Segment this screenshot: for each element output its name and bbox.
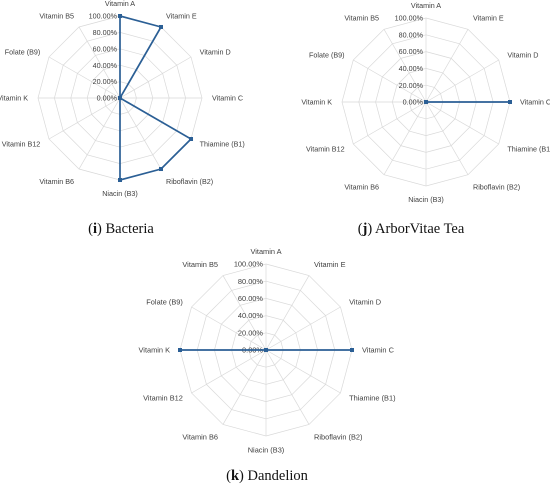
grid-spoke — [265, 349, 341, 394]
category-label-vitamin-e: Vitamin E — [473, 14, 504, 23]
category-label-vitamin-b12: Vitamin B12 — [143, 394, 183, 403]
category-label-thiamine-b1: Thiamine (B1) — [349, 394, 395, 403]
series-line — [118, 14, 193, 182]
category-label-vitamin-b6: Vitamin B6 — [39, 177, 74, 186]
grid-spoke — [48, 56, 121, 99]
grid-spoke — [48, 97, 121, 140]
grid-spoke — [119, 97, 162, 170]
radial-tick-label: 40.00% — [93, 61, 118, 70]
data-point-riboflavin-b2 — [159, 167, 163, 172]
category-label-vitamin-k: Vitamin K — [139, 346, 171, 355]
category-label-vitamin-b5: Vitamin B5 — [39, 11, 74, 20]
radar-chart-dandelion: 0.00%20.00%40.00%60.00%80.00%100.00%Vita… — [139, 247, 396, 454]
data-point-niacin-b3 — [118, 178, 122, 182]
radial-tick-label: 0.00% — [403, 98, 424, 107]
category-label-folate-b9: Folate (B9) — [146, 298, 183, 307]
category-label-vitamin-k: Vitamin K — [0, 94, 28, 103]
grid-spoke — [383, 101, 427, 175]
caption-dandelion: (k) Dandelion — [226, 468, 308, 484]
radial-tick-label: 80.00% — [93, 28, 118, 37]
category-label-thiamine-b1: Thiamine (B1) — [200, 140, 245, 149]
grid-spoke — [78, 97, 121, 170]
radar-chart-arborvitae-tea: 0.00% 20.00% 40.00% 60.00% 80.00% 100.00% Vita… — [301, 1, 550, 204]
category-label-vitamin-c: Vitamin C — [520, 98, 550, 107]
radar-chart-bacteria: 0.00% 20.00% 40.00% 60.00% 80.00% 100.00% Vita… — [0, 0, 245, 198]
category-label-vitamin-d: Vitamin D — [200, 48, 231, 57]
category-label-vitamin-b5: Vitamin B5 — [182, 260, 218, 269]
grid-spoke — [78, 26, 121, 99]
category-label-vitamin-a: Vitamin A — [411, 1, 441, 10]
category-label-vitamin-b6: Vitamin B6 — [182, 432, 218, 441]
radial-tick-label: 100.00% — [395, 14, 424, 23]
radial-tick-label: 100.00% — [89, 12, 118, 21]
radial-tick-label: 60.00% — [238, 294, 263, 303]
category-label-niacin-b3: Niacin (B3) — [248, 445, 285, 454]
data-point-vitamin-b5 — [118, 96, 122, 100]
category-label-vitamin-k: Vitamin K — [301, 98, 332, 107]
category-label-vitamin-b6: Vitamin B6 — [344, 183, 379, 192]
category-label-vitamin-b5: Vitamin B5 — [344, 14, 379, 23]
category-label-folate-b9: Folate (B9) — [309, 51, 345, 60]
category-label-niacin-b3: Niacin (B3) — [408, 195, 444, 204]
data-point-vitamin-b5 — [264, 348, 268, 352]
category-label-vitamin-e: Vitamin E — [314, 260, 346, 269]
grid-spoke — [265, 275, 310, 351]
radial-tick-label: 20.00% — [399, 81, 424, 90]
grid-spoke — [425, 59, 499, 103]
radial-tick-label: 80.00% — [399, 30, 424, 39]
category-label-riboflavin-b2: Riboflavin (B2) — [166, 177, 213, 186]
grid-spoke — [425, 101, 499, 145]
category-label-vitamin-c: Vitamin C — [212, 94, 243, 103]
category-label-riboflavin-b2: Riboflavin (B2) — [473, 183, 520, 192]
caption-arborvitae-tea: (j) ArborVitae Tea — [357, 221, 465, 237]
grid-spoke — [353, 59, 427, 103]
category-label-vitamin-d: Vitamin D — [507, 51, 538, 60]
radial-tick-label: 20.00% — [238, 328, 263, 337]
grid-spoke — [425, 29, 469, 103]
grid-spoke — [353, 101, 427, 145]
category-label-vitamin-a: Vitamin A — [250, 247, 281, 256]
grid-spoke — [383, 29, 427, 103]
radial-tick-label: 40.00% — [238, 311, 263, 320]
radial-tick-label: 100.00% — [234, 260, 264, 269]
category-label-folate-b9: Folate (B9) — [5, 48, 41, 57]
grid-spoke — [222, 349, 267, 425]
grid-spoke — [191, 349, 267, 394]
grid-spoke — [119, 56, 192, 99]
radial-tick-label: 80.00% — [238, 277, 263, 286]
data-point-vitamin-c — [350, 348, 354, 352]
data-point-vitamin-b5 — [424, 100, 428, 104]
category-label-vitamin-c: Vitamin C — [362, 346, 395, 355]
data-point-vitamin-e — [159, 24, 163, 29]
category-label-vitamin-a: Vitamin A — [105, 0, 135, 8]
grid-spoke — [191, 306, 267, 351]
data-point-thiamine-b1 — [189, 137, 194, 141]
category-label-vitamin-b12: Vitamin B12 — [306, 145, 345, 154]
category-label-vitamin-d: Vitamin D — [349, 298, 381, 307]
grid-spoke — [265, 349, 310, 425]
radial-tick-label: 0.00% — [97, 94, 118, 103]
radial-tick-label: 20.00% — [93, 77, 118, 86]
category-label-thiamine-b1: Thiamine (B1) — [507, 145, 550, 154]
category-label-niacin-b3: Niacin (B3) — [102, 189, 138, 198]
category-label-vitamin-e: Vitamin E — [166, 11, 197, 20]
caption-bacteria: (i) Bacteria — [88, 221, 154, 237]
data-point-vitamin-a — [118, 14, 122, 18]
data-point-vitamin-c — [508, 100, 512, 104]
data-point-vitamin-k — [178, 348, 182, 352]
grid-spoke — [425, 101, 469, 175]
grid-spoke — [222, 275, 267, 351]
category-label-vitamin-b12: Vitamin B12 — [2, 140, 41, 149]
radial-tick-label: 40.00% — [399, 64, 424, 73]
radial-tick-label: 60.00% — [93, 44, 118, 53]
radial-tick-label: 60.00% — [399, 47, 424, 56]
grid-spoke — [265, 306, 341, 351]
category-label-riboflavin-b2: Riboflavin (B2) — [314, 432, 362, 441]
